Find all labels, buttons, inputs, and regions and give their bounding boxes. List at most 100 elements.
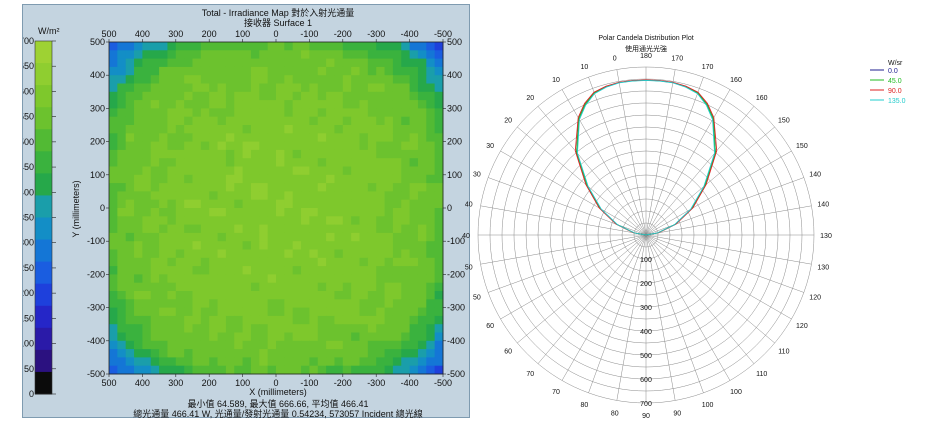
heatmap-cell (334, 208, 344, 217)
heatmap-cell (200, 174, 210, 184)
heatmap-cell (309, 66, 319, 76)
heatmap-cell (401, 83, 410, 93)
heatmap-cell (175, 100, 185, 109)
heatmap-cell (417, 191, 427, 201)
heatmap-cell (409, 83, 419, 93)
heatmap-cell (117, 199, 127, 209)
heatmap-cell (392, 174, 402, 184)
legend-unit: W/sr (888, 60, 903, 67)
heatmap-cell (351, 307, 360, 317)
heatmap-cell (184, 100, 193, 109)
heatmap-cell (276, 232, 285, 242)
heatmap-cell (367, 266, 377, 275)
heatmap-cell (276, 208, 285, 217)
heatmap-cell (284, 357, 294, 367)
heatmap-cell (217, 324, 227, 333)
heatmap-cell (184, 340, 193, 350)
heatmap-cell (217, 249, 227, 259)
heatmap-cell (342, 66, 352, 76)
heatmap-cell (209, 100, 218, 109)
heatmap-cell (217, 315, 227, 325)
heatmap-cell (367, 50, 377, 59)
heatmap-cell (225, 208, 235, 217)
heatmap-cell (150, 116, 160, 126)
heatmap-cell (250, 116, 260, 126)
heatmap-cell (417, 307, 427, 317)
heatmap-cell (234, 299, 243, 308)
heatmap-cell (351, 241, 360, 250)
heatmap-cell (301, 266, 310, 275)
heatmap-cell (292, 58, 302, 68)
heatmap-cell (234, 141, 243, 151)
heatmap-cell (426, 166, 436, 176)
heatmap-cell (209, 75, 218, 84)
heatmap-cell (359, 174, 369, 184)
heatmap-cell (326, 183, 335, 192)
heatmap-cell (384, 257, 394, 267)
heatmap-cell (392, 266, 402, 275)
heatmap-cell (150, 75, 160, 84)
heatmap-cell (317, 315, 327, 325)
heatmap-cell (184, 191, 193, 201)
heatmap-cell (150, 291, 160, 300)
heatmap-cell (409, 208, 419, 217)
heatmap-cell (409, 241, 419, 250)
heatmap-cell (351, 216, 360, 225)
polar-grid-spoke (561, 89, 647, 236)
heatmap-cell (301, 158, 310, 167)
heatmap-cell (109, 365, 118, 375)
heatmap-cell (401, 232, 410, 242)
heatmap-cell (342, 274, 352, 284)
heatmap-cell (200, 315, 210, 325)
heatmap-cell (242, 50, 252, 59)
heatmap-cell (317, 158, 327, 167)
heatmap-cell (259, 291, 269, 300)
heatmap-cell (259, 199, 269, 209)
heatmap-cell (125, 257, 135, 267)
heatmap-cell (267, 291, 277, 300)
heatmap-cell (234, 324, 243, 333)
heatmap-cell (426, 208, 436, 217)
heatmap-cell (192, 50, 202, 59)
heatmap-cell (284, 133, 294, 142)
heatmap-cell (417, 50, 427, 59)
heatmap-cell (192, 249, 202, 259)
heatmap-cell (359, 357, 369, 367)
heatmap-cell (250, 100, 260, 109)
heatmap-cell (150, 149, 160, 159)
polar-grid-circle (573, 162, 719, 308)
heatmap-cell (267, 75, 277, 84)
heatmap-cell (200, 158, 210, 167)
heatmap-cell (134, 291, 143, 300)
heatmap-cell (217, 91, 227, 101)
heatmap-cell (301, 340, 310, 350)
heatmap-cell (125, 141, 135, 151)
heatmap-cell (192, 266, 202, 275)
heatmap-cell (184, 315, 193, 325)
heatmap-cell (384, 66, 394, 76)
heatmap-cell (167, 208, 177, 217)
heatmap-cell (167, 266, 177, 275)
x-tick-label-top: 0 (273, 29, 278, 39)
heatmap-cell (401, 42, 410, 51)
heatmap-cell (309, 216, 319, 225)
heatmap-cell (284, 266, 294, 275)
heatmap-cell (175, 299, 185, 308)
heatmap-cell (317, 66, 327, 76)
heatmap-cell (284, 232, 294, 242)
polar-radial-label: 400 (640, 329, 652, 336)
heatmap-cell (134, 241, 143, 250)
heatmap-cell (150, 224, 160, 234)
heatmap-cell (175, 83, 185, 93)
heatmap-cell (434, 83, 444, 93)
heatmap-cell (426, 141, 436, 151)
heatmap-cell (200, 266, 210, 275)
heatmap-cell (292, 216, 302, 225)
heatmap-cell (417, 149, 427, 159)
heatmap-cell (292, 116, 302, 126)
heatmap-cell (276, 340, 285, 350)
heatmap-cell (409, 141, 419, 151)
heatmap-cell (317, 149, 327, 159)
heatmap-cell (334, 257, 344, 267)
polar-radial-label: 100 (640, 257, 652, 264)
